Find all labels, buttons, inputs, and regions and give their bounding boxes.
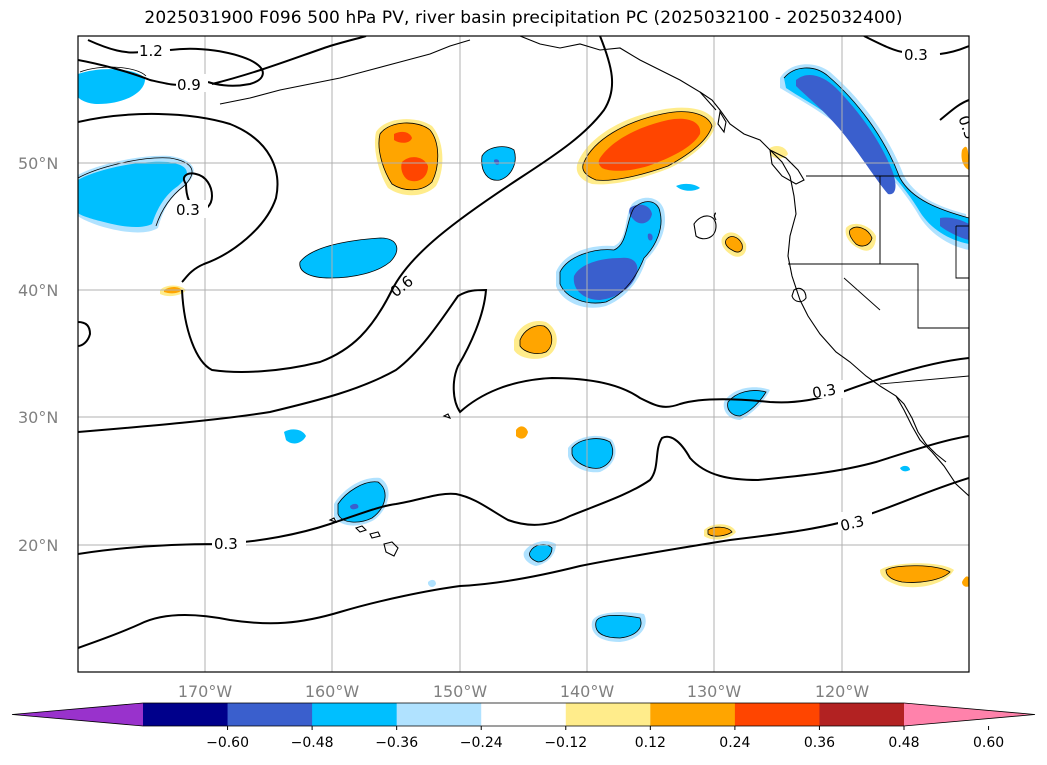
lon-label-160w: 160°W xyxy=(305,682,360,701)
state-borders xyxy=(788,175,969,385)
shade-blue-134w-48n xyxy=(676,183,700,191)
contour-label-bg xyxy=(902,44,934,62)
pv-contours xyxy=(78,36,969,649)
contour-label-bg xyxy=(138,40,168,58)
shade-orange-115w-18n xyxy=(886,565,950,583)
colorbar-tick-label: 0.24 xyxy=(719,735,750,751)
shade-blue-163w-29n xyxy=(284,429,306,444)
shade-orange-128w-43n xyxy=(725,236,743,252)
colorbar-segment xyxy=(396,703,482,726)
shade-orange-145w-29n xyxy=(516,426,528,439)
shade-darkblue-ne-band-b xyxy=(940,217,969,240)
colorbar-tick-label: −0.48 xyxy=(291,735,334,751)
lon-label-150w: 150°W xyxy=(433,682,488,701)
shade-darkblue-140w-c xyxy=(647,233,653,241)
colorbar-tick-label: 0.36 xyxy=(804,735,835,751)
colorbar-segment xyxy=(565,703,651,726)
contour-label-0-3-south: 0.3 xyxy=(214,535,238,553)
lon-label-140w: 140°W xyxy=(560,682,615,701)
shade-red-154w-a xyxy=(394,131,412,143)
shade-red-ne xyxy=(598,118,701,171)
colorbar-segment xyxy=(819,703,905,726)
coastlines xyxy=(219,36,969,557)
shade-darkblue-140w-b xyxy=(629,204,652,224)
contour-label-0-9: 0.9 xyxy=(177,76,201,94)
colorbar-tick-label: 0.12 xyxy=(635,735,666,751)
precip-pc-shading xyxy=(78,64,969,642)
shade-darkblue-140w-a xyxy=(573,257,638,300)
colorbar-tick-label: 0.48 xyxy=(888,735,919,751)
shade-orange-117w xyxy=(849,227,872,246)
contour-label-0-3-west: 0.3 xyxy=(176,201,200,219)
contour-label-0-3-ne: 0.3 xyxy=(904,46,928,64)
shade-blue-west-core xyxy=(78,161,187,228)
shade-blue-nw-corner xyxy=(78,69,146,104)
shade-blue-138w-14n xyxy=(595,615,642,638)
shade-blue-152w-17n xyxy=(428,579,436,587)
lat-label-30n: 30°N xyxy=(18,408,58,427)
colorbar-segment xyxy=(650,703,736,726)
colorbar-tick-label: −0.12 xyxy=(544,735,587,751)
longitude-labels: 170°W 160°W 150°W 140°W 130°W 120°W xyxy=(178,682,870,701)
map-frame xyxy=(77,35,970,673)
lat-label-20n: 20°N xyxy=(18,536,58,555)
colorbar-outline xyxy=(11,702,1036,727)
colorbar-segment xyxy=(143,703,229,726)
contour-label-0-3-se: 0.3 xyxy=(838,512,866,535)
colorbar-tick-label: −0.36 xyxy=(375,735,418,751)
colorbar-segment xyxy=(227,703,313,726)
map-plot-area: 1.2 0.9 0.3 0.6 0.3 0.3 0.3 0.3 0.3 xyxy=(78,36,969,672)
contour-label-bg xyxy=(176,74,208,92)
precip-outline-contours xyxy=(78,66,969,639)
colorbar-tick-label: 0.60 xyxy=(973,735,1004,751)
lat-label-40n: 40°N xyxy=(18,281,58,300)
contour-label-bg xyxy=(838,512,872,530)
colorbar-segment xyxy=(734,703,820,726)
colorbar-extend-min xyxy=(12,703,143,726)
lon-label-130w: 130°W xyxy=(687,682,742,701)
shade-orange-edge-110w xyxy=(962,576,969,587)
shade-blue-165w xyxy=(299,238,397,278)
shade-darkblue-ne-band xyxy=(796,74,896,195)
colorbar-segment xyxy=(481,703,567,726)
lon-label-120w: 120°W xyxy=(815,682,870,701)
shade-blue-130w-31n-core xyxy=(727,390,766,416)
contour-label-bg xyxy=(212,534,246,552)
shade-orange-right-edge xyxy=(961,146,969,170)
colorbar-extend-max xyxy=(904,703,1035,726)
lon-label-170w: 170°W xyxy=(178,682,233,701)
lat-label-50n: 50°N xyxy=(18,154,58,173)
shade-orange-145w-37n xyxy=(520,325,552,354)
shade-blue-140w-27n xyxy=(572,438,613,469)
contour-label-bg xyxy=(810,380,844,398)
colorbar-tick-label: −0.24 xyxy=(460,735,503,751)
contour-label-1-2: 1.2 xyxy=(139,42,163,60)
colorbar-segment xyxy=(312,703,398,726)
shade-yellow-128w-51n xyxy=(770,146,788,159)
colorbar-tick-label: −0.60 xyxy=(206,735,249,751)
contour-label-bg xyxy=(174,200,208,218)
latitude-labels: 50°N 40°N 30°N 20°N xyxy=(18,154,58,555)
shade-darkblue-hawaii xyxy=(350,503,359,510)
contour-label-0-3-mid: 0.3 xyxy=(811,380,838,402)
shade-blue-115w-25n xyxy=(900,465,910,472)
map-title: 2025031900 F096 500 hPa PV, river basin … xyxy=(144,8,903,28)
shade-blue-143w-19n xyxy=(529,544,552,562)
colorbar: −0.60 −0.48 −0.36 −0.24 −0.12 0.12 0.24 0.36 0.4… xyxy=(11,702,1036,751)
